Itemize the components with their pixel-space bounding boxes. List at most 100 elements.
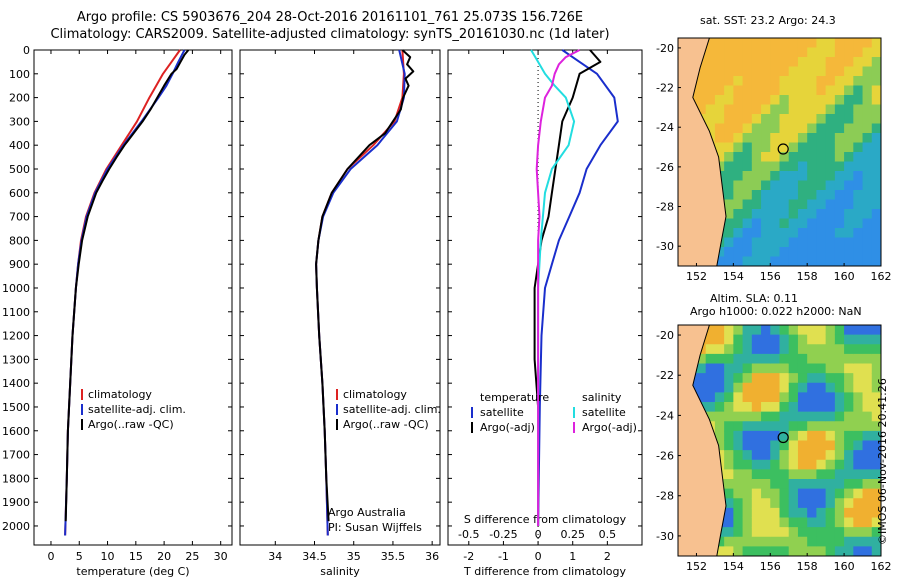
map-cell [862,66,873,77]
map-cell [724,382,734,393]
map-cell [724,325,734,336]
map-cell [788,247,799,257]
map-cell [862,228,873,238]
map-cell [751,488,762,499]
map-cell [807,199,817,210]
ytick-label: 700 [9,211,30,224]
map-cell [770,142,780,153]
map-cell [797,133,808,143]
map-cell [797,114,808,124]
map-cell [779,382,790,393]
map-cell [862,469,873,480]
xtick-label-temperature: 5 [76,550,83,563]
map-cell [844,85,854,96]
map-cell [770,325,780,336]
map-cell [724,171,734,181]
map-cell [742,57,753,67]
map-cell [825,161,836,172]
map-cell [742,237,753,248]
argo-location-marker [777,431,789,444]
xtick-label-temperature: 20 [157,550,171,563]
map-cell [761,363,771,374]
map-cell [770,161,780,172]
map-cell [779,411,790,422]
map-cell [714,392,725,403]
map-cell [797,85,808,96]
argo-location-marker [777,143,789,155]
map-cell [862,440,873,451]
map-cell [853,47,864,58]
map-cell [862,498,873,509]
map-cell [705,123,716,134]
map-cell [761,546,771,557]
title-line-2: Climatology: CARS2009. Satellite-adjuste… [50,27,610,42]
map-cell [770,353,780,364]
map-cell [807,256,817,267]
map-cell [788,228,799,238]
map-cell [779,190,790,200]
map-cell [797,430,808,441]
map-cell [733,421,744,432]
map-cell [797,488,808,499]
map-cell [779,325,790,336]
map-cell [834,527,845,538]
map-cell [779,363,790,374]
map-cell [862,104,873,115]
map-cell [844,517,854,528]
map-cell [779,479,790,490]
map-cell [807,180,817,191]
map-cell [797,142,808,153]
map-cell [770,76,780,86]
map-cell [733,373,744,384]
map-cell [816,382,827,393]
map-cell [742,488,753,499]
map-cell [788,344,799,355]
map-cell [844,363,854,374]
map-cell [770,402,780,413]
map-cell [724,469,734,480]
map-cell [871,488,882,499]
map-cell [844,546,854,557]
map-cell [733,479,744,490]
map-cell [733,209,744,219]
map-cell [705,373,716,384]
map-cell [816,440,827,451]
map-cell [761,152,771,162]
map-cell [844,171,854,181]
map-cell [844,344,854,355]
map-cell [853,450,864,461]
map-cell [825,123,836,134]
map-cell [724,114,734,124]
map-cell [788,450,799,461]
map-cell [844,440,854,451]
map-cell [797,459,808,470]
map-cell [853,38,864,48]
map-cell [696,373,707,384]
map-cell [714,430,725,441]
map-cell [871,256,882,267]
map-cell [788,95,799,105]
map-cell [807,373,817,384]
map-cell [761,392,771,403]
map-cell [770,190,780,200]
map-cell [834,402,845,413]
map-cell [733,498,744,509]
map-cell [724,517,734,528]
map-cell [825,507,836,518]
map-cell [797,256,808,267]
map-cell [714,382,725,393]
map-cell [844,180,854,191]
ytick-label: 1400 [2,377,30,390]
panel-salinity: 34 34.5 35 35.5 36 salinity climatology satelli… [239,49,441,578]
map-cell [742,507,753,518]
map-cell [807,190,817,200]
map-cell [871,411,882,422]
map-cell [807,218,817,229]
map-cell [816,247,827,257]
map-cell [871,325,882,336]
map-cell [733,104,744,115]
map-cell [742,161,753,172]
map-cell [834,479,845,490]
map-cell [770,498,780,509]
xlabel-difference: T difference from climatology [463,565,626,578]
